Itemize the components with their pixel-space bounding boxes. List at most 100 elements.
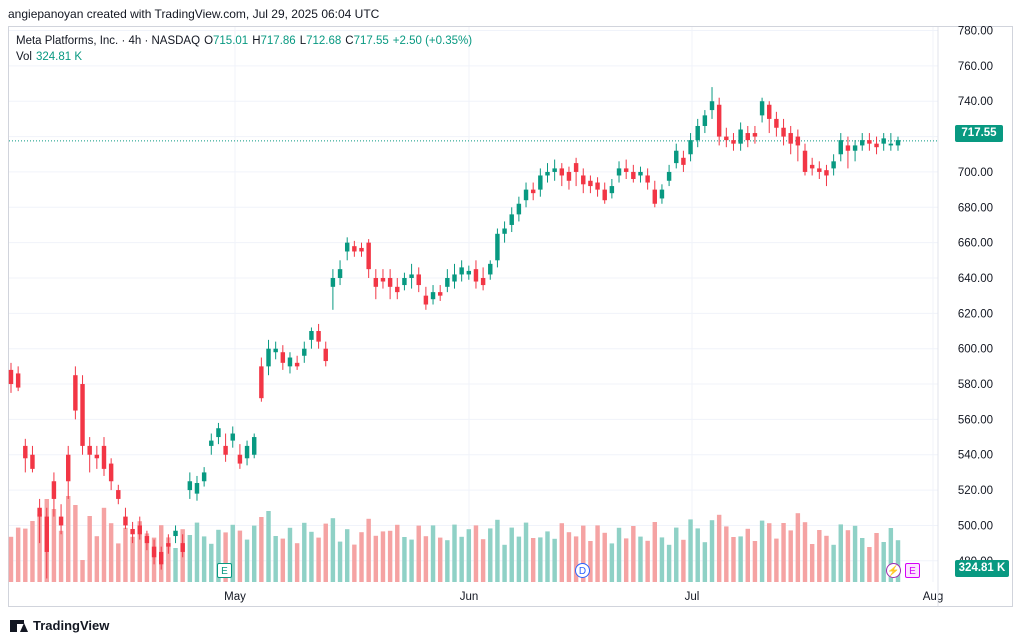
volume-bar xyxy=(616,527,622,582)
candle-body xyxy=(309,331,314,340)
volume-bar xyxy=(380,531,386,582)
volume-bar xyxy=(287,527,293,582)
volume-bar xyxy=(51,509,57,582)
volume-bar xyxy=(716,514,722,582)
volume-bar xyxy=(280,538,286,582)
legend-close-label: C xyxy=(345,35,354,47)
volume-bar xyxy=(573,536,579,582)
volume-bar xyxy=(387,530,393,582)
candle-body xyxy=(759,101,765,116)
candle-body xyxy=(781,127,786,137)
volume-bar xyxy=(166,537,171,582)
volume-bar xyxy=(130,536,135,582)
candle-body xyxy=(588,180,593,187)
volume-bar xyxy=(294,543,300,582)
volume-bar xyxy=(674,527,679,582)
volume-bar xyxy=(802,522,808,582)
candle-body xyxy=(344,242,350,252)
candle-body xyxy=(166,543,171,547)
volume-bar xyxy=(337,541,343,582)
volume-bar xyxy=(530,538,536,582)
x-tick-label: Jun xyxy=(460,591,479,603)
candle-body xyxy=(888,143,894,146)
candle-body xyxy=(244,445,250,459)
candle-body xyxy=(15,373,21,388)
volume-bar xyxy=(638,536,643,582)
candle-body xyxy=(623,168,629,172)
volume-bar xyxy=(724,526,729,582)
candle-body xyxy=(266,348,271,367)
earnings-badge[interactable]: E xyxy=(217,563,232,578)
legend-symbol[interactable]: Meta Platforms, Inc. · 4h · NASDAQ xyxy=(16,35,201,47)
candle-body xyxy=(881,138,886,144)
legend-vol-label[interactable]: Vol xyxy=(16,51,32,63)
volume-bar xyxy=(445,540,450,582)
y-tick-label: 640.00 xyxy=(958,273,993,285)
volume-bar xyxy=(395,524,400,582)
volume-bar xyxy=(666,544,672,582)
volume-bar xyxy=(23,528,28,582)
lightning-icon[interactable]: ⚡ xyxy=(886,563,901,578)
candle-body xyxy=(194,483,200,494)
volume-bar xyxy=(516,536,522,582)
candle-body xyxy=(8,369,14,385)
volume-bar xyxy=(752,541,758,582)
last-price-tag: 717.55 xyxy=(955,125,1003,142)
volume-bar xyxy=(323,523,328,582)
volume-bar xyxy=(759,520,765,582)
volume-bar xyxy=(609,543,615,582)
volume-bar xyxy=(588,541,593,582)
volume-bar xyxy=(302,522,307,582)
candle-body xyxy=(130,528,135,535)
legend-vol-value: 324.81 K xyxy=(36,51,83,63)
chart-frame[interactable] xyxy=(8,26,1013,607)
candle-body xyxy=(867,140,872,144)
y-tick-label: 520.00 xyxy=(958,485,993,497)
candle-body xyxy=(87,445,92,455)
volume-bar xyxy=(209,543,214,582)
y-tick-label: 740.00 xyxy=(958,96,993,108)
tradingview-logo-icon xyxy=(10,619,28,632)
candle-body xyxy=(216,428,221,438)
volume-bar xyxy=(30,521,35,582)
volume-bar xyxy=(101,507,107,582)
volume-bar xyxy=(266,511,271,582)
volume-bar xyxy=(502,544,507,582)
legend-high-value: 717.86 xyxy=(260,35,296,47)
volume-bar xyxy=(688,519,693,582)
y-tick-label: 620.00 xyxy=(958,308,993,320)
candle-body xyxy=(738,129,743,144)
upcoming-earnings-badge[interactable]: E xyxy=(905,563,920,578)
candle-body xyxy=(423,295,429,305)
candle-body xyxy=(831,161,836,169)
candle-body xyxy=(674,150,679,164)
candle-body xyxy=(116,490,121,499)
volume-bar xyxy=(695,528,700,582)
volume-bar xyxy=(845,530,851,582)
volume-bar xyxy=(37,514,42,582)
volume-bar xyxy=(173,548,178,582)
volume-bar xyxy=(488,528,493,582)
volume-bar xyxy=(330,518,336,582)
footer-brand[interactable]: TradingView xyxy=(10,618,109,633)
candle-body xyxy=(373,277,379,287)
candle-body xyxy=(294,362,300,367)
candle-body xyxy=(287,357,293,367)
candle-body xyxy=(652,189,658,204)
candle-body xyxy=(409,274,414,278)
candle-body xyxy=(58,516,64,526)
x-tick-label: Aug xyxy=(923,591,943,603)
candle-body xyxy=(137,525,142,535)
candle-body xyxy=(609,186,615,194)
candle-body xyxy=(387,277,393,287)
volume-bar xyxy=(316,537,321,582)
dividend-badge[interactable]: D xyxy=(575,563,590,578)
candle-body xyxy=(716,104,722,137)
candle-body xyxy=(774,118,779,128)
candle-body xyxy=(645,175,650,183)
candle-body xyxy=(201,472,207,482)
volume-bar xyxy=(595,525,600,582)
volume-bar xyxy=(201,536,207,582)
candle-body xyxy=(559,168,565,176)
